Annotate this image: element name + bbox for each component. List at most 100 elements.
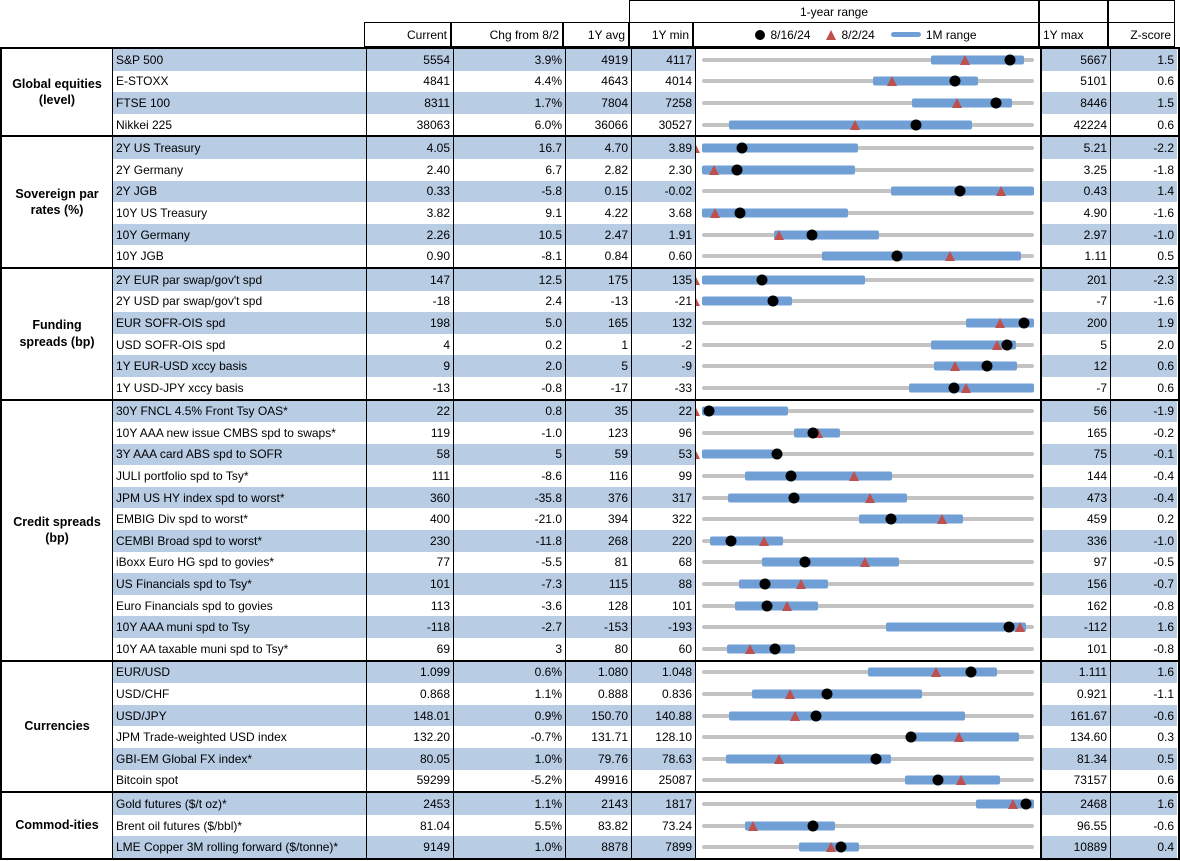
avg-value: 4.22 bbox=[565, 202, 631, 224]
metric-name: 1Y EUR-USD xccy basis bbox=[112, 355, 366, 377]
current-value: 9149 bbox=[366, 836, 453, 858]
section-rows: Gold futures ($/t oz)* 2453 1.1% 2143 1817 24… bbox=[112, 793, 1178, 858]
marker-8-16-dot-icon bbox=[736, 142, 748, 154]
legend-dot-icon bbox=[755, 29, 766, 40]
max-value: 101 bbox=[1041, 638, 1110, 660]
table-row: 2Y Germany 2.40 6.7 2.82 2.30 3.25 -1.8 bbox=[112, 158, 1178, 181]
current-value: 4 bbox=[366, 333, 453, 356]
avg-value: -13 bbox=[565, 290, 631, 313]
chg-value: 1.1% bbox=[453, 683, 565, 705]
current-value: 2.26 bbox=[366, 223, 453, 246]
chg-value: 6.7 bbox=[453, 158, 565, 181]
table-row: EUR SOFR-OIS spd 198 5.0 165 132 200 1.9 bbox=[112, 312, 1178, 334]
chg-value: 3.9% bbox=[453, 49, 565, 71]
min-value: 30527 bbox=[631, 113, 695, 136]
metric-name: USD SOFR-OIS spd bbox=[112, 333, 366, 356]
min-value: 22 bbox=[631, 400, 695, 423]
chg-value: -5.8 bbox=[453, 180, 565, 203]
metric-name: JPM US HY index spd to worst* bbox=[112, 486, 366, 509]
chg-value: -0.8 bbox=[453, 376, 565, 399]
column-header-1y-avg: 1Y avg bbox=[563, 22, 629, 47]
range-track bbox=[702, 538, 1034, 543]
section-rows: 2Y EUR par swap/gov't spd 147 12.5 175 135 20… bbox=[112, 268, 1178, 399]
marker-8-16-dot-icon bbox=[1020, 798, 1032, 810]
marker-8-16-dot-icon bbox=[761, 600, 773, 612]
chg-value: -1.0 bbox=[453, 422, 565, 444]
range-track bbox=[702, 430, 1034, 435]
range-bar-1m bbox=[744, 821, 836, 831]
marker-8-2-triangle-icon bbox=[937, 514, 948, 525]
marker-8-2-triangle-icon bbox=[696, 143, 701, 154]
metric-name: 2Y EUR par swap/gov't spd bbox=[112, 268, 366, 291]
range-bar-1m bbox=[752, 689, 923, 699]
min-value: 73.24 bbox=[631, 814, 695, 837]
current-value: -118 bbox=[366, 616, 453, 639]
z-value: 1.6 bbox=[1110, 616, 1177, 639]
avg-value: 4643 bbox=[565, 70, 631, 93]
range-marker-layer bbox=[702, 334, 1034, 356]
section: Funding spreads (bp) 2Y EUR par swap/gov'… bbox=[2, 266, 1178, 399]
header-row-1: 1-year range bbox=[0, 0, 1180, 22]
z-value: -0.4 bbox=[1110, 486, 1177, 509]
avg-value: 394 bbox=[565, 508, 631, 531]
avg-value: 116 bbox=[565, 465, 631, 487]
range-chart bbox=[695, 92, 1041, 114]
avg-value: 5 bbox=[565, 355, 631, 377]
marker-8-16-dot-icon bbox=[703, 405, 715, 417]
max-value: 5.21 bbox=[1041, 137, 1110, 159]
legend-dot-label: 8/16/24 bbox=[770, 27, 811, 42]
range-chart bbox=[695, 333, 1041, 356]
avg-value: 36066 bbox=[565, 113, 631, 136]
column-header-current: Current bbox=[364, 22, 451, 47]
metric-name: EMBIG Div spd to worst* bbox=[112, 508, 366, 531]
current-value: 77 bbox=[366, 551, 453, 574]
range-marker-layer bbox=[702, 573, 1034, 595]
marker-8-16-dot-icon bbox=[807, 820, 819, 832]
current-value: 147 bbox=[366, 268, 453, 291]
metric-name: EUR/USD bbox=[112, 661, 366, 684]
min-value: 3.68 bbox=[631, 202, 695, 224]
avg-value: 2143 bbox=[565, 793, 631, 815]
metric-name: Nikkei 225 bbox=[112, 113, 366, 136]
marker-8-2-triangle-icon bbox=[696, 274, 701, 285]
current-value: 400 bbox=[366, 508, 453, 531]
range-bar-1m bbox=[702, 208, 849, 218]
z-value: 1.6 bbox=[1110, 661, 1177, 684]
table-row: 1Y USD-JPY xccy basis -13 -0.8 -17 -33 -7 0.6 bbox=[112, 376, 1178, 399]
range-track bbox=[702, 320, 1034, 325]
chg-value: -3.6 bbox=[453, 594, 565, 617]
min-value: 2.30 bbox=[631, 158, 695, 181]
current-value: 3.82 bbox=[366, 202, 453, 224]
marker-8-16-dot-icon bbox=[799, 556, 811, 568]
range-chart bbox=[695, 355, 1041, 377]
section-rows: EUR/USD 1.099 0.6% 1.080 1.048 1.111 1.6 USD/CH… bbox=[112, 661, 1178, 792]
avg-value: 1 bbox=[565, 333, 631, 356]
table-row: S&P 500 5554 3.9% 4919 4117 5667 1.5 bbox=[112, 49, 1178, 71]
range-track bbox=[702, 146, 1034, 151]
range-marker-layer bbox=[702, 726, 1034, 748]
table-row: 10Y AA taxable muni spd to Tsy* 69 3 80 60 10… bbox=[112, 638, 1178, 660]
z-value: -0.8 bbox=[1110, 638, 1177, 660]
range-chart bbox=[695, 530, 1041, 552]
section-rows: 2Y US Treasury 4.05 16.7 4.70 3.89 5.21 -2.2 2Y… bbox=[112, 137, 1178, 267]
max-value: 473 bbox=[1041, 486, 1110, 509]
min-value: -33 bbox=[631, 376, 695, 399]
max-value: 5667 bbox=[1041, 49, 1110, 71]
range-chart bbox=[695, 422, 1041, 444]
range-chart bbox=[695, 158, 1041, 181]
max-value: 97 bbox=[1041, 551, 1110, 574]
z-value: 1.9 bbox=[1110, 312, 1177, 334]
range-marker-layer bbox=[696, 401, 1034, 423]
marker-8-16-dot-icon bbox=[759, 578, 771, 590]
z-value: -0.6 bbox=[1110, 814, 1177, 837]
chg-value: -7.3 bbox=[453, 573, 565, 595]
header-spacer bbox=[0, 22, 364, 47]
marker-8-16-dot-icon bbox=[756, 274, 768, 286]
range-bar-1m bbox=[904, 775, 1001, 785]
section-rows: S&P 500 5554 3.9% 4919 4117 5667 1.5 E-STOXX 484… bbox=[112, 49, 1178, 136]
min-value: 317 bbox=[631, 486, 695, 509]
min-value: 4014 bbox=[631, 70, 695, 93]
avg-value: 79.76 bbox=[565, 748, 631, 770]
chg-value: -0.7% bbox=[453, 726, 565, 748]
range-chart bbox=[695, 245, 1041, 267]
